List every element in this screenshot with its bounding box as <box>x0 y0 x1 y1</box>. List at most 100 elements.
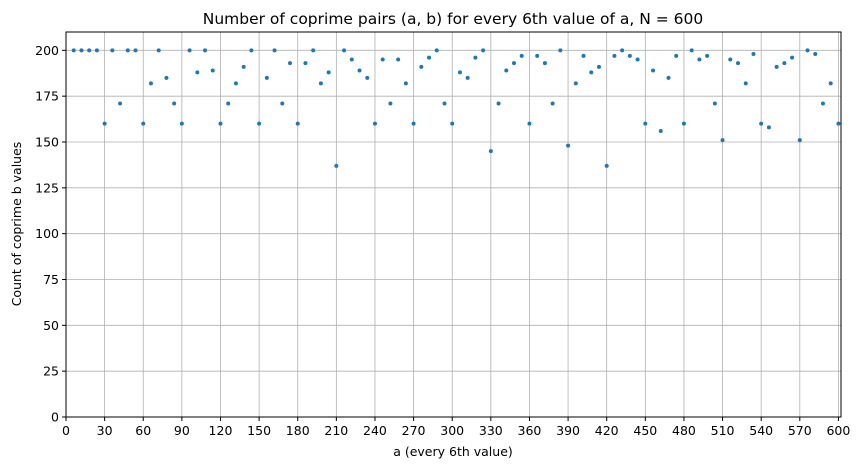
data-point <box>836 121 841 126</box>
data-point <box>712 101 717 106</box>
x-tick-label: 510 <box>711 423 735 438</box>
x-axis-ticks: 0 30 60 90 120 150 180 210 240 270 300 330 360 390 420… <box>62 417 850 438</box>
data-point <box>87 48 92 53</box>
data-point <box>434 48 439 53</box>
data-point <box>187 48 192 53</box>
data-point <box>805 48 810 53</box>
y-tick-label: 175 <box>35 89 59 104</box>
y-tick-label: 200 <box>35 43 59 58</box>
data-point <box>797 138 802 143</box>
data-point <box>249 48 254 53</box>
data-point <box>148 81 153 86</box>
data-point <box>195 70 200 75</box>
data-point <box>71 48 76 53</box>
x-tick-label: 390 <box>556 423 580 438</box>
data-point <box>581 53 586 58</box>
y-tick-label: 150 <box>35 135 59 150</box>
y-tick-label: 125 <box>35 180 59 195</box>
data-point <box>257 121 262 126</box>
data-point <box>141 121 146 126</box>
data-point <box>488 149 493 154</box>
x-tick-label: 210 <box>324 423 348 438</box>
data-point <box>674 53 679 58</box>
y-axis-label: Count of coprime b values <box>9 142 24 307</box>
data-point <box>295 121 300 126</box>
data-point <box>658 129 663 133</box>
data-point <box>604 163 609 168</box>
x-tick-label: 150 <box>247 423 271 438</box>
x-tick-label: 270 <box>402 423 426 438</box>
data-point <box>288 61 293 66</box>
data-point <box>372 121 377 126</box>
data-point <box>272 48 277 53</box>
data-point <box>589 70 594 75</box>
data-point <box>620 48 625 53</box>
data-point <box>218 121 223 126</box>
data-point <box>820 101 825 106</box>
y-tick-label: 75 <box>43 272 59 287</box>
data-point <box>403 81 408 86</box>
data-point <box>179 121 184 126</box>
data-point <box>720 138 725 143</box>
data-point <box>311 48 316 53</box>
data-point <box>172 101 177 106</box>
data-point <box>759 121 764 126</box>
x-tick-label: 30 <box>97 423 113 438</box>
data-point <box>303 61 308 66</box>
data-point <box>79 48 84 53</box>
data-point <box>666 75 671 80</box>
data-point <box>326 70 331 75</box>
data-point <box>164 75 169 80</box>
data-point <box>450 121 455 126</box>
x-axis-label: a (every 6th value) <box>393 444 513 459</box>
data-point <box>442 101 447 106</box>
data-point <box>527 121 532 126</box>
data-point <box>357 68 362 73</box>
x-tick-label: 180 <box>286 423 310 438</box>
data-point <box>334 163 339 168</box>
x-tick-label: 0 <box>62 423 70 438</box>
x-tick-label: 240 <box>363 423 387 438</box>
chart-title: Number of coprime pairs (a, b) for every… <box>203 10 704 28</box>
data-point <box>110 48 115 53</box>
data-point <box>766 125 771 130</box>
x-tick-label: 540 <box>749 423 773 438</box>
data-point <box>504 68 509 73</box>
data-point <box>813 52 818 56</box>
data-point <box>558 48 563 53</box>
data-point <box>705 53 710 58</box>
data-point <box>233 81 238 86</box>
x-tick-label: 330 <box>479 423 503 438</box>
data-point <box>519 53 524 58</box>
data-point <box>280 101 285 106</box>
data-point <box>133 48 138 53</box>
data-point <box>751 52 756 56</box>
data-point <box>535 53 540 58</box>
data-point <box>481 48 486 53</box>
data-point <box>419 64 424 69</box>
data-point <box>612 53 617 58</box>
data-point <box>118 101 123 106</box>
data-point <box>465 75 470 80</box>
data-point <box>94 48 99 53</box>
data-point <box>203 48 208 53</box>
data-point <box>427 55 432 60</box>
data-point <box>566 143 571 148</box>
x-tick-label: 300 <box>440 423 464 438</box>
data-points <box>71 48 841 168</box>
data-point <box>774 64 779 69</box>
data-point <box>542 61 547 66</box>
data-point <box>635 57 640 62</box>
data-point <box>790 55 795 60</box>
data-point <box>396 57 401 62</box>
data-point <box>512 61 517 66</box>
data-point <box>102 121 107 126</box>
data-point <box>743 81 748 86</box>
x-tick-label: 480 <box>672 423 696 438</box>
data-point <box>388 101 393 106</box>
data-point <box>496 101 501 106</box>
data-point <box>828 81 833 86</box>
data-point <box>651 68 656 73</box>
data-point <box>264 75 269 80</box>
